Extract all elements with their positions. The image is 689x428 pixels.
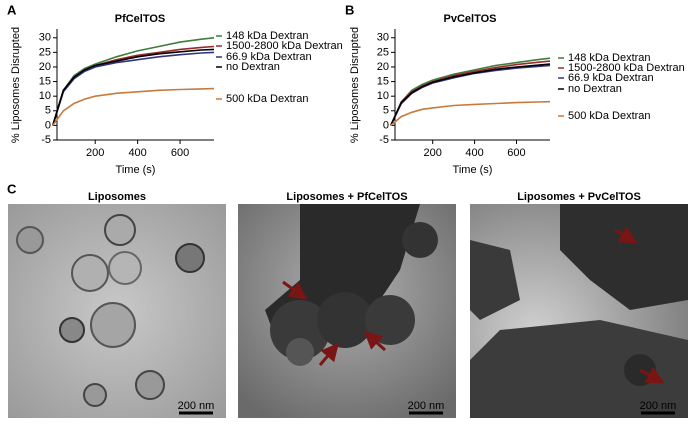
y-tick-label: 30 <box>39 32 51 44</box>
panel-label: C <box>7 181 17 196</box>
legend-label: 500 kDa Dextran <box>568 110 651 122</box>
series-line <box>390 63 551 126</box>
y-tick-label: 0 <box>383 119 389 131</box>
scale-bar-label: 200 nm <box>408 400 445 412</box>
legend-label: no Dextran <box>568 83 622 95</box>
y-tick-label: 10 <box>377 90 389 102</box>
image-title: Liposomes <box>88 191 146 203</box>
x-tick-label: 400 <box>465 147 483 159</box>
panel-label: B <box>345 2 354 17</box>
y-tick-label: 25 <box>377 46 389 58</box>
y-tick-label: 25 <box>39 46 51 58</box>
scale-bar-label: 200 nm <box>178 400 215 412</box>
series-line <box>52 48 215 126</box>
series-line <box>52 51 215 126</box>
y-tick-label: 15 <box>39 75 51 87</box>
y-tick-label: 5 <box>383 105 389 117</box>
y-tick-label: 15 <box>377 75 389 87</box>
y-tick-label: -5 <box>379 134 389 146</box>
legend-label: 500 kDa Dextran <box>226 93 309 105</box>
legend-label: 66.9 kDa Dextran <box>226 51 312 63</box>
legend-label: 66.9 kDa Dextran <box>568 72 654 84</box>
y-axis-label: % Liposomes Disrupted <box>10 27 22 143</box>
chart-title: PvCelTOS <box>444 13 497 25</box>
series-line <box>390 64 551 126</box>
x-axis-label: Time (s) <box>116 164 156 176</box>
y-tick-label: -5 <box>41 134 51 146</box>
micrograph <box>8 204 226 418</box>
x-tick-label: 600 <box>171 147 189 159</box>
panel-label: A <box>7 2 17 17</box>
series-line <box>390 100 551 127</box>
legend-label: 1500-2800 kDa Dextran <box>568 62 685 74</box>
image-title: Liposomes + PfCelTOS <box>286 191 407 203</box>
series-line <box>52 87 215 126</box>
y-tick-label: 10 <box>39 90 51 102</box>
x-tick-label: 600 <box>507 147 525 159</box>
y-tick-label: 30 <box>377 32 389 44</box>
micrograph <box>470 204 688 418</box>
x-tick-label: 400 <box>128 147 146 159</box>
y-tick-label: 0 <box>45 119 51 131</box>
legend-label: 148 kDa Dextran <box>226 30 309 42</box>
x-tick-label: 200 <box>424 147 442 159</box>
chart-title: PfCelTOS <box>115 13 166 25</box>
y-axis-label: % Liposomes Disrupted <box>349 27 361 143</box>
y-tick-label: 5 <box>45 105 51 117</box>
x-tick-label: 200 <box>86 147 104 159</box>
image-title: Liposomes + PvCelTOS <box>517 191 641 203</box>
micrograph <box>238 204 456 418</box>
y-tick-label: 20 <box>377 61 389 73</box>
scale-bar-label: 200 nm <box>640 400 677 412</box>
legend-label: 148 kDa Dextran <box>568 52 651 64</box>
y-tick-label: 20 <box>39 61 51 73</box>
x-axis-label: Time (s) <box>453 164 493 176</box>
legend-label: 1500-2800 kDa Dextran <box>226 40 343 52</box>
legend-label: no Dextran <box>226 61 280 73</box>
